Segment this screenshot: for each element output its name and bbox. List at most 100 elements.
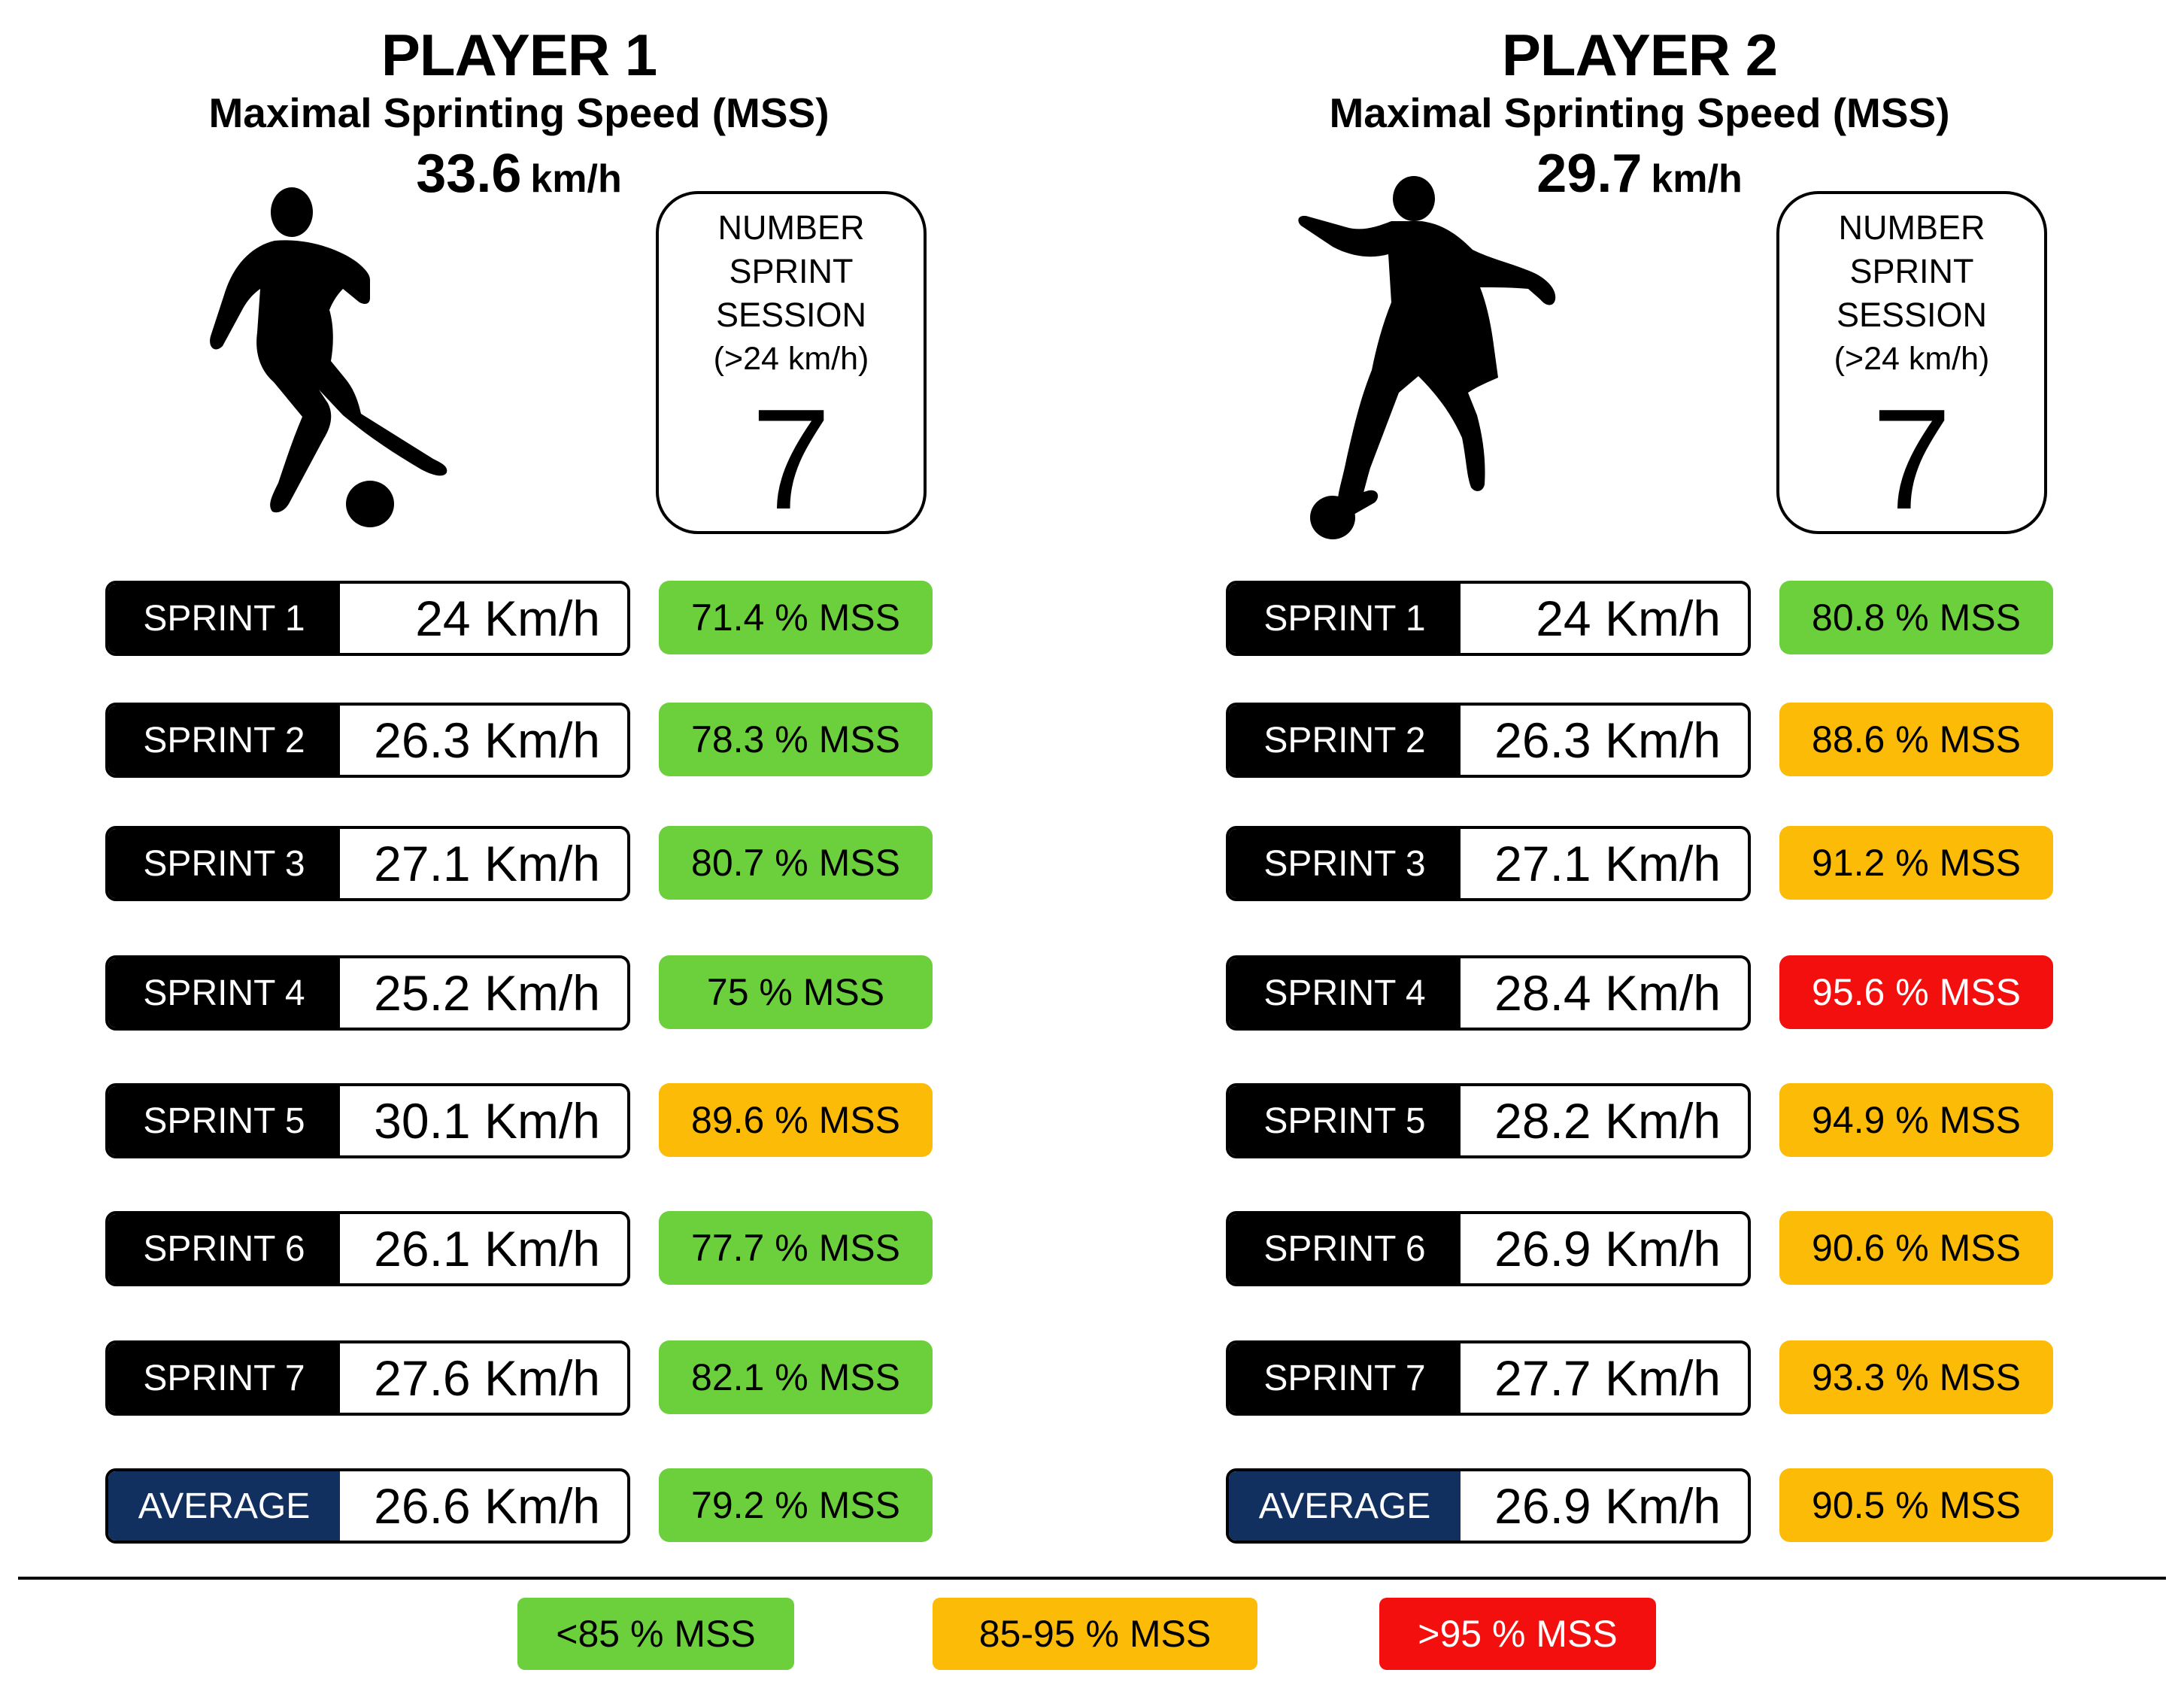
mss-readout: 33.6 km/h — [0, 143, 1038, 205]
count-label-line3: SESSION — [715, 296, 867, 334]
sprint-label: SPRINT 7 — [1229, 1343, 1461, 1413]
player-1-panel: PLAYER 1 Maximal Sprinting Speed (MSS) 3… — [0, 0, 1092, 1565]
sprint-label: SPRINT 7 — [108, 1343, 340, 1413]
speed-box: SPRINT 7 27.7 Km/h — [1226, 1340, 1751, 1416]
speed-box: SPRINT 5 30.1 Km/h — [105, 1083, 630, 1158]
mss-readout: 29.7 km/h — [1121, 143, 2158, 205]
sprint-speed-value: 27.1 Km/h — [1494, 836, 1721, 891]
sprint-row: SPRINT 6 26.9 Km/h 90.6 % MSS — [1226, 1211, 2053, 1286]
count-condition: (>24 km/h) — [1834, 341, 1990, 377]
legend-item-red: >95 % MSS — [1379, 1598, 1656, 1670]
speed-box: SPRINT 6 26.9 Km/h — [1226, 1211, 1751, 1286]
speed-box: AVERAGE 26.6 Km/h — [105, 1468, 630, 1544]
sprint-speed-value: 26.3 Km/h — [1494, 712, 1721, 768]
player-title: PLAYER 1 — [381, 22, 657, 88]
speed-box: SPRINT 4 25.2 Km/h — [105, 955, 630, 1031]
sprint-row: SPRINT 1 24 Km/h 71.4 % MSS — [105, 581, 933, 656]
sprint-speed-value: 25.2 Km/h — [374, 965, 600, 1021]
mss-value: 33.6 — [416, 144, 522, 204]
player-subtitle: Maximal Sprinting Speed (MSS) — [1329, 90, 1950, 136]
speed-box: SPRINT 1 24 Km/h — [105, 581, 630, 656]
mss-percent-badge: 71.4 % MSS — [659, 581, 933, 654]
sprint-speed-value: 24 Km/h — [415, 590, 600, 646]
sprint-row: SPRINT 6 26.1 Km/h 77.7 % MSS — [105, 1211, 933, 1286]
sprint-speed-value: 28.4 Km/h — [1494, 965, 1721, 1021]
sprint-row: SPRINT 7 27.6 Km/h 82.1 % MSS — [105, 1340, 933, 1416]
sprint-row: SPRINT 7 27.7 Km/h 93.3 % MSS — [1226, 1340, 2053, 1416]
sprint-speed-value: 27.1 Km/h — [374, 836, 600, 891]
sprint-count-box: NUMBER SPRINT SESSION (>24 km/h) 7 — [1776, 191, 2047, 534]
mss-percent-badge: 95.6 % MSS — [1779, 955, 2053, 1029]
sprint-row: SPRINT 3 27.1 Km/h 80.7 % MSS — [105, 826, 933, 901]
sprint-speed-value: 26.1 Km/h — [374, 1221, 600, 1277]
soccer-player-running-icon — [1298, 176, 1556, 539]
count-label-line3: SESSION — [1836, 296, 1988, 334]
sprint-row: SPRINT 2 26.3 Km/h 78.3 % MSS — [105, 703, 933, 778]
speed-box: SPRINT 3 27.1 Km/h — [105, 826, 630, 901]
mss-percent-badge: 91.2 % MSS — [1779, 826, 2053, 900]
mss-percent-badge: 90.5 % MSS — [1779, 1468, 2053, 1542]
sprint-speed-value: 27.6 Km/h — [374, 1350, 600, 1406]
legend-divider — [18, 1577, 2166, 1580]
count-label-line1: NUMBER — [717, 208, 865, 247]
mss-percent-badge: 75 % MSS — [659, 955, 933, 1029]
mss-percent-badge: 77.7 % MSS — [659, 1211, 933, 1285]
speed-box: SPRINT 7 27.6 Km/h — [105, 1340, 630, 1416]
player-2-panel: PLAYER 2 Maximal Sprinting Speed (MSS) 2… — [1121, 0, 2184, 1565]
mss-percent-badge: 88.6 % MSS — [1779, 703, 2053, 776]
average-label: AVERAGE — [1229, 1471, 1461, 1541]
sprint-speed-value: 30.1 Km/h — [374, 1093, 600, 1149]
sprint-speed-value: 26.9 Km/h — [1494, 1221, 1721, 1277]
sprint-label: SPRINT 2 — [1229, 706, 1461, 775]
count-label-line2: SPRINT — [729, 252, 854, 290]
mss-percent-badge: 78.3 % MSS — [659, 703, 933, 776]
sprint-row: SPRINT 5 28.2 Km/h 94.9 % MSS — [1226, 1083, 2053, 1158]
sprint-count-value: 7 — [1872, 380, 1952, 539]
speed-box: SPRINT 5 28.2 Km/h — [1226, 1083, 1751, 1158]
legend-item-green: <85 % MSS — [517, 1598, 794, 1670]
sprint-row: SPRINT 4 25.2 Km/h 75 % MSS — [105, 955, 933, 1031]
mss-unit: km/h — [530, 157, 622, 201]
sprint-label: SPRINT 1 — [108, 584, 340, 653]
mss-percent-badge: 93.3 % MSS — [1779, 1340, 2053, 1414]
sprint-speed-value: 26.6 Km/h — [374, 1478, 600, 1534]
mss-percent-badge: 79.2 % MSS — [659, 1468, 933, 1542]
sprint-label: SPRINT 3 — [108, 829, 340, 898]
mss-percent-badge: 82.1 % MSS — [659, 1340, 933, 1414]
player-title: PLAYER 2 — [1501, 22, 1778, 88]
mss-value: 29.7 — [1536, 144, 1643, 204]
mss-percent-badge: 90.6 % MSS — [1779, 1211, 2053, 1285]
sprint-speed-value: 28.2 Km/h — [1494, 1093, 1721, 1149]
speed-box: SPRINT 3 27.1 Km/h — [1226, 826, 1751, 901]
count-label-line1: NUMBER — [1838, 208, 1985, 247]
soccer-player-dribbling-icon — [210, 187, 447, 527]
speed-box: SPRINT 1 24 Km/h — [1226, 581, 1751, 656]
sprint-label: SPRINT 6 — [108, 1214, 340, 1283]
legend-item-amber: 85-95 % MSS — [933, 1598, 1257, 1670]
mss-unit: km/h — [1651, 157, 1743, 201]
sprint-row: SPRINT 3 27.1 Km/h 91.2 % MSS — [1226, 826, 2053, 901]
sprint-label: SPRINT 4 — [108, 958, 340, 1028]
sprint-speed-value: 26.9 Km/h — [1494, 1478, 1721, 1534]
mss-percent-badge: 80.8 % MSS — [1779, 581, 2053, 654]
speed-box: SPRINT 2 26.3 Km/h — [105, 703, 630, 778]
sprint-speed-value: 26.3 Km/h — [374, 712, 600, 768]
average-label: AVERAGE — [108, 1471, 340, 1541]
sprint-label: SPRINT 3 — [1229, 829, 1461, 898]
sprint-count-box: NUMBER SPRINT SESSION (>24 km/h) 7 — [656, 191, 927, 534]
sprint-row: SPRINT 1 24 Km/h 80.8 % MSS — [1226, 581, 2053, 656]
sprint-count-value: 7 — [751, 380, 831, 539]
player-subtitle: Maximal Sprinting Speed (MSS) — [208, 90, 830, 136]
sprint-row: SPRINT 2 26.3 Km/h 88.6 % MSS — [1226, 703, 2053, 778]
sprint-speed-value: 27.7 Km/h — [1494, 1350, 1721, 1406]
count-label-line2: SPRINT — [1849, 252, 1974, 290]
speed-box: SPRINT 6 26.1 Km/h — [105, 1211, 630, 1286]
sprint-row: SPRINT 4 28.4 Km/h 95.6 % MSS — [1226, 955, 2053, 1031]
sprint-label: SPRINT 1 — [1229, 584, 1461, 653]
sprint-label: SPRINT 5 — [1229, 1086, 1461, 1155]
sprint-label: SPRINT 6 — [1229, 1214, 1461, 1283]
sprint-speed-value: 24 Km/h — [1536, 590, 1721, 646]
count-condition: (>24 km/h) — [713, 341, 869, 377]
average-row: AVERAGE 26.6 Km/h 79.2 % MSS — [105, 1468, 933, 1544]
speed-box: AVERAGE 26.9 Km/h — [1226, 1468, 1751, 1544]
